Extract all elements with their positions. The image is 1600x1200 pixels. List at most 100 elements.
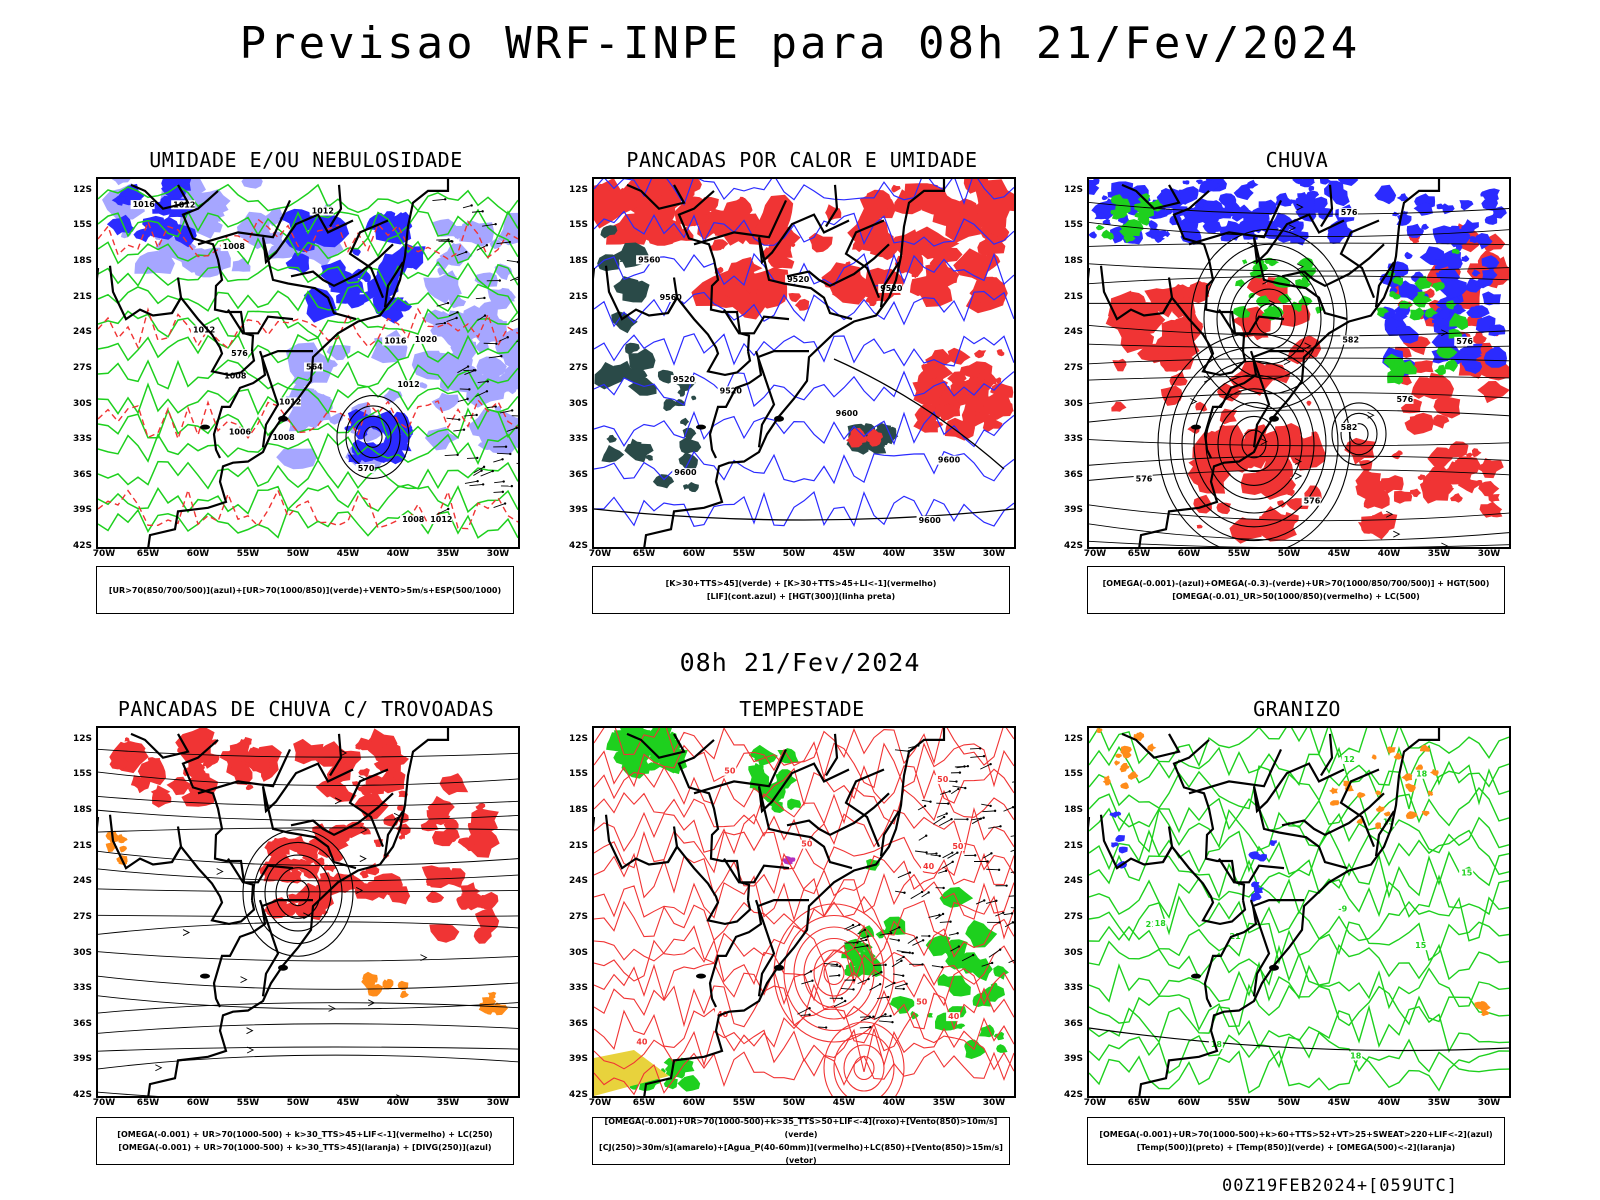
humidity-mid-area [491,296,504,310]
wind-vector [966,764,970,768]
streamline [155,1064,163,1072]
rain-blue-area [1102,219,1111,225]
state-border [1320,184,1334,228]
wind-vector [435,322,445,325]
wind-vector [480,469,483,472]
rain-blue-area [1202,221,1221,234]
lon-tick-label: 35W [1427,549,1451,559]
thunder-red-area [166,776,193,796]
wind-vector [506,336,509,339]
lon-tick-label: 60W [1177,1098,1201,1108]
rain-green-area [1095,224,1105,231]
wind-vector [483,296,486,300]
thunder-red-area [429,924,460,943]
contour-label-bg [1301,496,1321,506]
wind-vector [900,959,903,962]
instability-teal-area [645,454,653,461]
rain-green-area [1399,300,1413,309]
height-500-contour [1217,402,1291,486]
contour-label-bg [304,362,324,372]
lon-tick-label: 30W [486,1098,510,1108]
wind-vector [929,800,932,803]
lat-tick-label: 42S [568,541,588,551]
hail-blue-area [1270,840,1277,846]
temp-850-contour [1089,764,1509,810]
contour-label: 9560 [660,293,683,302]
wind-vector [494,481,504,484]
contour-label-bg [634,1037,649,1047]
contour-label-bg [355,463,375,473]
state-border [1121,183,1181,210]
omega-orange-area [1480,1002,1491,1013]
lat-tick-label: 15S [72,769,92,780]
wind-vector [470,204,473,207]
lon-tick-label: 65W [1127,549,1151,559]
rain-blue-area [1481,188,1500,202]
lagoon [1191,424,1201,430]
instability-red-area [973,197,1012,238]
wind-vector [499,410,513,414]
contour-label-bg [400,515,425,525]
omega-orange-area [1405,783,1416,793]
contour-label-bg [921,862,936,872]
thunder-red-area [323,899,330,905]
wind-vector [926,853,937,855]
state-border [825,184,839,228]
wind-vector [995,899,998,903]
lon-tick-label: 40W [882,1098,906,1108]
humidity-low-contour [98,332,518,364]
temp-850-contour [1089,744,1509,788]
humidity-low-contour [98,359,518,391]
rain-green-area [1315,306,1324,314]
contour-label-bg [229,349,249,359]
thunder-red-area [439,773,469,796]
instability-red-area [594,186,639,229]
state-border [130,183,190,210]
rain-blue-area [1451,304,1467,315]
state-border [754,899,809,908]
thunder-red-area [359,870,369,879]
rain-green-area [1101,229,1114,240]
lon-tick-label: 50W [286,1098,310,1108]
wind-vector [873,964,886,966]
rain-blue-area [1436,203,1444,210]
main-title: Previsao WRF-INPE para 08h 21/Fev/2024 [239,18,1361,69]
wind-vector [456,311,459,314]
contour-label-bg [785,274,810,284]
wind-vector [990,852,993,855]
height-500-contour [1283,358,1291,366]
hail-blue-area [1251,881,1260,888]
rain-blue-area [1223,201,1233,212]
thunder-red-area [126,753,135,761]
humidity-low-contour [98,458,518,490]
streamline [242,829,354,957]
wind-vector [485,390,489,393]
thunder-red-area [398,834,406,840]
lat-tick-label: 39S [72,1054,92,1065]
wind-vector [833,1000,846,1008]
lon-tick-label: 35W [932,1098,956,1108]
state-border [1251,905,1271,997]
contour-label: 576 [1304,497,1321,506]
contour-label-bg [657,293,682,303]
rain-red-area [1409,488,1422,498]
wind-vector [1008,895,1014,897]
streamline [420,954,428,962]
wind-vector [455,316,458,320]
wind-vector [905,982,908,986]
rain-blue-area [1374,184,1397,205]
rain-green-area [1235,279,1246,288]
contour-label: 1012 [312,207,334,216]
lat-tick-label: 42S [72,1090,92,1100]
thunder-red-area [328,849,343,862]
rain-green-area [1119,222,1141,238]
contour-label-bg [1348,1051,1363,1061]
lon-tick-label: 35W [932,549,956,559]
lat-tick-label: 18S [72,256,92,267]
humidity-low-contour [98,308,518,339]
thunder-red-area [421,865,454,889]
streamline [396,1094,400,1096]
humidity-mid-area [276,448,317,470]
lon-tick-label: 70W [1083,1098,1107,1108]
